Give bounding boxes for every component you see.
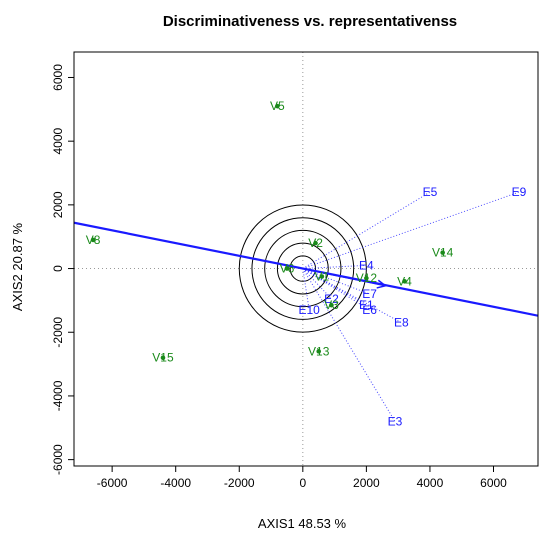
genotype-point: [275, 103, 280, 109]
y-tick-label: 6000: [51, 64, 65, 91]
genotype-label: V5: [270, 99, 285, 113]
genotype-label: V8: [86, 233, 101, 247]
average-environment-arrow: [302, 267, 386, 287]
concentric-circle: [264, 229, 342, 308]
environment-label: E4: [359, 258, 374, 272]
concentric-circle: [289, 255, 317, 282]
genotype-label: V6: [280, 262, 295, 276]
y-tick-label: 0: [51, 265, 65, 272]
genotype-point: [313, 240, 318, 246]
environment-label: E7: [362, 287, 377, 301]
concentric-circle: [251, 217, 355, 320]
environment-vector: [302, 191, 431, 269]
environment-label: E5: [423, 185, 438, 199]
x-tick-label: -6000: [97, 476, 128, 490]
average-environment-arrowhead: [376, 279, 388, 289]
environment-label: E2: [324, 292, 339, 306]
y-tick-label: -4000: [51, 380, 65, 411]
genotype-label: V12: [356, 271, 378, 285]
environment-label: E1: [359, 298, 374, 312]
environment-label: E3: [388, 414, 403, 428]
genotype-label: V4: [397, 274, 412, 288]
concentric-circle: [276, 242, 329, 295]
environment-vector: [302, 268, 310, 311]
genotype-point: [284, 266, 290, 271]
environment-vector: [302, 268, 370, 311]
genotype-label: V15: [152, 351, 174, 365]
chart-title: Discriminativeness vs. representativenss: [163, 13, 457, 30]
environment-vector: [302, 268, 402, 324]
environment-label: E10: [298, 303, 320, 317]
environment-vector: [302, 268, 332, 300]
genotype-point: [329, 302, 334, 308]
genotype-label: V3: [324, 298, 339, 312]
y-tick-label: -2000: [51, 317, 65, 348]
genotype-point: [90, 237, 96, 243]
environment-label: E9: [512, 185, 527, 199]
concentric-circle: [238, 204, 367, 333]
x-tick-label: 4000: [417, 476, 444, 490]
genotype-label: V2: [308, 236, 323, 250]
y-tick-label: 4000: [51, 127, 65, 154]
environment-vector: [302, 191, 520, 270]
genotype-point: [319, 274, 325, 279]
x-tick-label: -4000: [160, 476, 191, 490]
plot-frame: [73, 51, 539, 467]
y-tick-label: -6000: [51, 444, 65, 475]
x-tick-label: 0: [299, 476, 306, 490]
genotype-point: [440, 250, 445, 255]
x-tick-label: 6000: [480, 476, 507, 490]
genotype-label: V1: [315, 270, 330, 284]
environment-label: E8: [394, 316, 409, 330]
genotype-label: V13: [308, 344, 330, 358]
y-tick-label: 2000: [51, 191, 65, 218]
y-axis-label: AXIS2 20.87 %: [10, 222, 25, 311]
genotype-point: [160, 355, 166, 361]
environment-label: E6: [362, 303, 377, 317]
x-tick-label: -2000: [224, 476, 255, 490]
x-tick-label: 2000: [353, 476, 380, 490]
genotype-label: V14: [432, 246, 454, 260]
genotype-point: [364, 275, 369, 281]
genotype-point: [402, 278, 407, 284]
genotype-point: [316, 349, 322, 354]
x-axis-label: AXIS1 48.53 %: [258, 516, 347, 531]
